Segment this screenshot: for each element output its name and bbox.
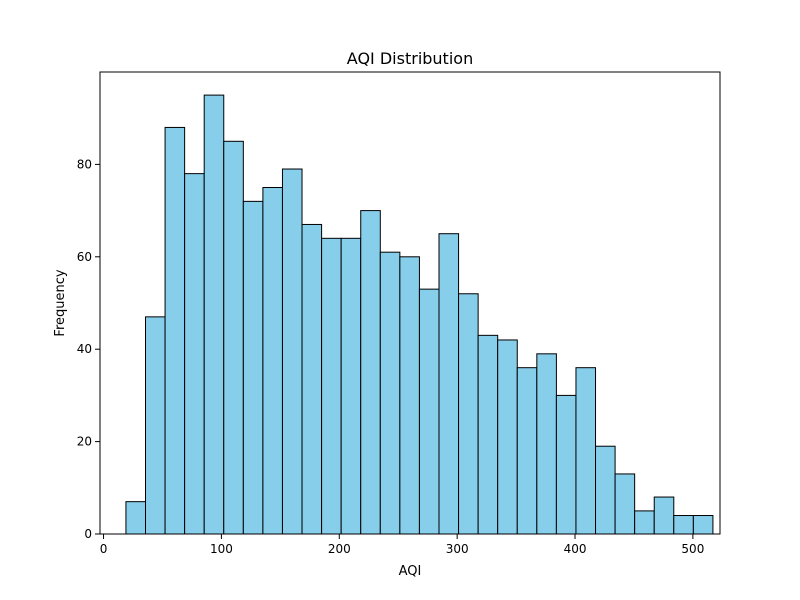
x-tick-label: 100: [210, 542, 233, 556]
chart-title: AQI Distribution: [347, 49, 473, 68]
histogram-bar: [614, 473, 636, 535]
x-axis-label: AQI: [399, 564, 422, 579]
histogram-bar: [340, 237, 362, 535]
histogram-bar: [536, 353, 557, 535]
histogram-bar: [575, 367, 597, 535]
y-tick-label: 60: [77, 250, 92, 264]
histogram-bar: [653, 496, 675, 535]
histogram-bar: [673, 515, 694, 535]
histogram-bar: [692, 515, 714, 535]
x-tick-label: 0: [100, 542, 108, 556]
histogram-bar: [242, 200, 264, 535]
histogram-bar: [360, 210, 381, 535]
histogram-bar: [223, 140, 244, 535]
histogram-bar: [458, 293, 479, 535]
y-tick-label: 40: [77, 342, 92, 356]
x-tick-label: 200: [328, 542, 351, 556]
histogram-bar: [379, 251, 401, 535]
histogram-bar: [203, 94, 225, 535]
histogram-bar: [634, 510, 655, 535]
y-axis-label: Frequency: [53, 269, 68, 336]
histogram-bar: [164, 126, 186, 535]
histogram-bar: [281, 168, 303, 535]
histogram-bar: [144, 316, 166, 535]
y-tick-label: 0: [84, 527, 92, 541]
histogram-bar: [262, 187, 283, 535]
histogram-bar: [595, 445, 616, 535]
y-tick-label: 80: [77, 157, 92, 171]
histogram-bar: [477, 334, 499, 535]
histogram-bar: [184, 173, 205, 535]
histogram-bar: [301, 223, 323, 535]
bars-group: [125, 94, 714, 535]
histogram-bar: [497, 339, 518, 535]
x-tick-label: 500: [681, 542, 704, 556]
x-tick-label: 300: [446, 542, 469, 556]
histogram-bar: [555, 394, 577, 535]
x-tick-label: 400: [564, 542, 587, 556]
histogram-bar: [399, 256, 420, 535]
y-tick-label: 20: [77, 435, 92, 449]
histogram-bar: [516, 367, 538, 535]
plot-frame: [99, 71, 721, 535]
histogram-bar: [418, 288, 440, 535]
y-axis-ticks: 0 20 40 60 80: [77, 157, 100, 541]
histogram-bar: [125, 501, 146, 535]
histogram-bar: [438, 233, 460, 535]
x-axis-ticks: 0 100 200 300 400 500: [100, 534, 704, 556]
histogram-bar: [321, 237, 342, 535]
